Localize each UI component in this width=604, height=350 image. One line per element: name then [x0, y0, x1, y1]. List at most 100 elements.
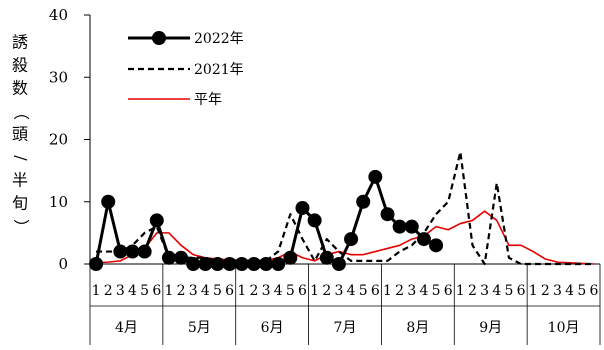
y-tick-label: 20 — [49, 131, 68, 149]
pentad-tick-label: 1 — [310, 283, 319, 299]
pentad-tick-label: 1 — [164, 283, 173, 299]
pentad-tick-label: 4 — [419, 283, 428, 299]
data-point-2022 — [89, 257, 104, 271]
data-point-2022 — [101, 194, 116, 209]
pentad-tick-label: 2 — [249, 283, 258, 299]
pentad-tick-label: 3 — [480, 283, 489, 299]
pentad-tick-label: 5 — [140, 283, 149, 299]
data-point-2022 — [429, 238, 444, 253]
pentad-tick-label: 4 — [565, 283, 574, 299]
data-point-2022 — [259, 257, 274, 271]
pentad-tick-label: 3 — [407, 283, 416, 299]
y-axis-label: 誘殺数 （ 頭 / 半旬 ） — [12, 33, 31, 236]
pentad-tick-label: 6 — [444, 283, 453, 299]
data-point-2022 — [246, 257, 261, 271]
pentad-tick-label: 5 — [359, 283, 368, 299]
legend-marker-2022 — [152, 31, 166, 45]
pentad-tick-label: 6 — [225, 283, 234, 299]
pentad-tick-label: 2 — [322, 283, 331, 299]
y-axis-label-char: 頭 — [12, 125, 28, 144]
pentad-tick-label: 4 — [201, 283, 210, 299]
y-axis-label-char: 数 — [12, 79, 28, 98]
data-point-2022 — [222, 257, 237, 271]
series-layer — [89, 150, 594, 271]
month-label: 10月 — [548, 320, 580, 336]
pentad-tick-label: 1 — [456, 283, 465, 299]
pentad-tick-label: 5 — [577, 283, 586, 299]
data-point-2022 — [271, 257, 286, 271]
data-point-2022 — [234, 257, 249, 271]
data-point-2022 — [356, 194, 371, 209]
month-label: 8月 — [406, 320, 429, 336]
data-point-2022 — [125, 244, 140, 259]
y-tick-label: 40 — [49, 6, 68, 24]
legend-label: 2022年 — [194, 31, 244, 47]
data-point-2022 — [186, 257, 201, 271]
pentad-tick-label: 2 — [468, 283, 477, 299]
month-label: 5月 — [188, 320, 211, 336]
pentad-tick-label: 3 — [116, 283, 125, 299]
legend-label: 2021年 — [194, 62, 244, 78]
pentad-tick-label: 5 — [213, 283, 222, 299]
y-axis-label-char: 半 — [12, 171, 28, 190]
month-label: 7月 — [334, 320, 357, 336]
pentad-tick-label: 2 — [177, 283, 186, 299]
data-point-2022 — [210, 257, 225, 271]
y-axis-label-char: ） — [12, 219, 31, 235]
y-tick-label: 10 — [49, 193, 68, 211]
y-tick-label: 0 — [58, 255, 68, 273]
data-point-2022 — [174, 250, 189, 265]
pentad-tick-label: 1 — [92, 283, 101, 299]
data-point-2022 — [137, 244, 152, 259]
pentad-tick-label: 3 — [262, 283, 271, 299]
data-point-2022 — [149, 213, 164, 228]
data-point-2022 — [283, 250, 298, 265]
pentad-tick-label: 6 — [152, 283, 161, 299]
pentad-tick-label: 2 — [104, 283, 113, 299]
y-axis-label-char: （ — [12, 104, 31, 120]
month-label: 9月 — [479, 320, 502, 336]
y-axis-label-char: 旬 — [12, 194, 28, 213]
data-point-2022 — [161, 250, 176, 265]
y-axis-label-char: 殺 — [12, 56, 28, 75]
month-label: 4月 — [115, 320, 138, 336]
pentad-tick-label: 6 — [371, 283, 380, 299]
data-point-2022 — [319, 250, 334, 265]
pentad-tick-label: 1 — [529, 283, 538, 299]
pentad-tick-label: 4 — [128, 283, 137, 299]
pentad-tick-label: 6 — [589, 283, 598, 299]
pentad-tick-label: 3 — [553, 283, 562, 299]
pentad-tick-label: 5 — [286, 283, 295, 299]
y-axis-label-char: / — [12, 155, 31, 161]
data-point-2022 — [368, 169, 383, 184]
pentad-tick-label: 2 — [541, 283, 550, 299]
legend-label: 平年 — [194, 92, 222, 108]
pentad-tick-label: 4 — [347, 283, 356, 299]
month-label: 6月 — [261, 320, 284, 336]
data-point-2022 — [113, 244, 128, 259]
pentad-tick-label: 5 — [432, 283, 441, 299]
pentad-tick-label: 6 — [517, 283, 526, 299]
pentad-tick-label: 4 — [274, 283, 283, 299]
y-axis-label-char: 誘 — [12, 33, 28, 52]
data-point-2022 — [331, 257, 346, 271]
pentad-tick-label: 6 — [298, 283, 307, 299]
pentad-tick-label: 3 — [334, 283, 343, 299]
pentad-tick-label: 1 — [237, 283, 246, 299]
pentad-tick-label: 4 — [492, 283, 501, 299]
data-point-2022 — [380, 207, 395, 222]
y-tick-label: 30 — [49, 68, 68, 86]
data-point-2022 — [295, 200, 310, 215]
pentad-tick-label: 2 — [395, 283, 404, 299]
data-point-2022 — [392, 219, 407, 234]
y-axis: 0 10 20 30 40 — [49, 6, 91, 273]
series-line-2021 — [96, 150, 594, 266]
pentad-tick-label: 3 — [189, 283, 198, 299]
data-point-2022 — [198, 257, 213, 271]
pentad-tick-label: 5 — [504, 283, 513, 299]
pentad-tick-label: 1 — [383, 283, 392, 299]
data-point-2022 — [416, 232, 431, 247]
